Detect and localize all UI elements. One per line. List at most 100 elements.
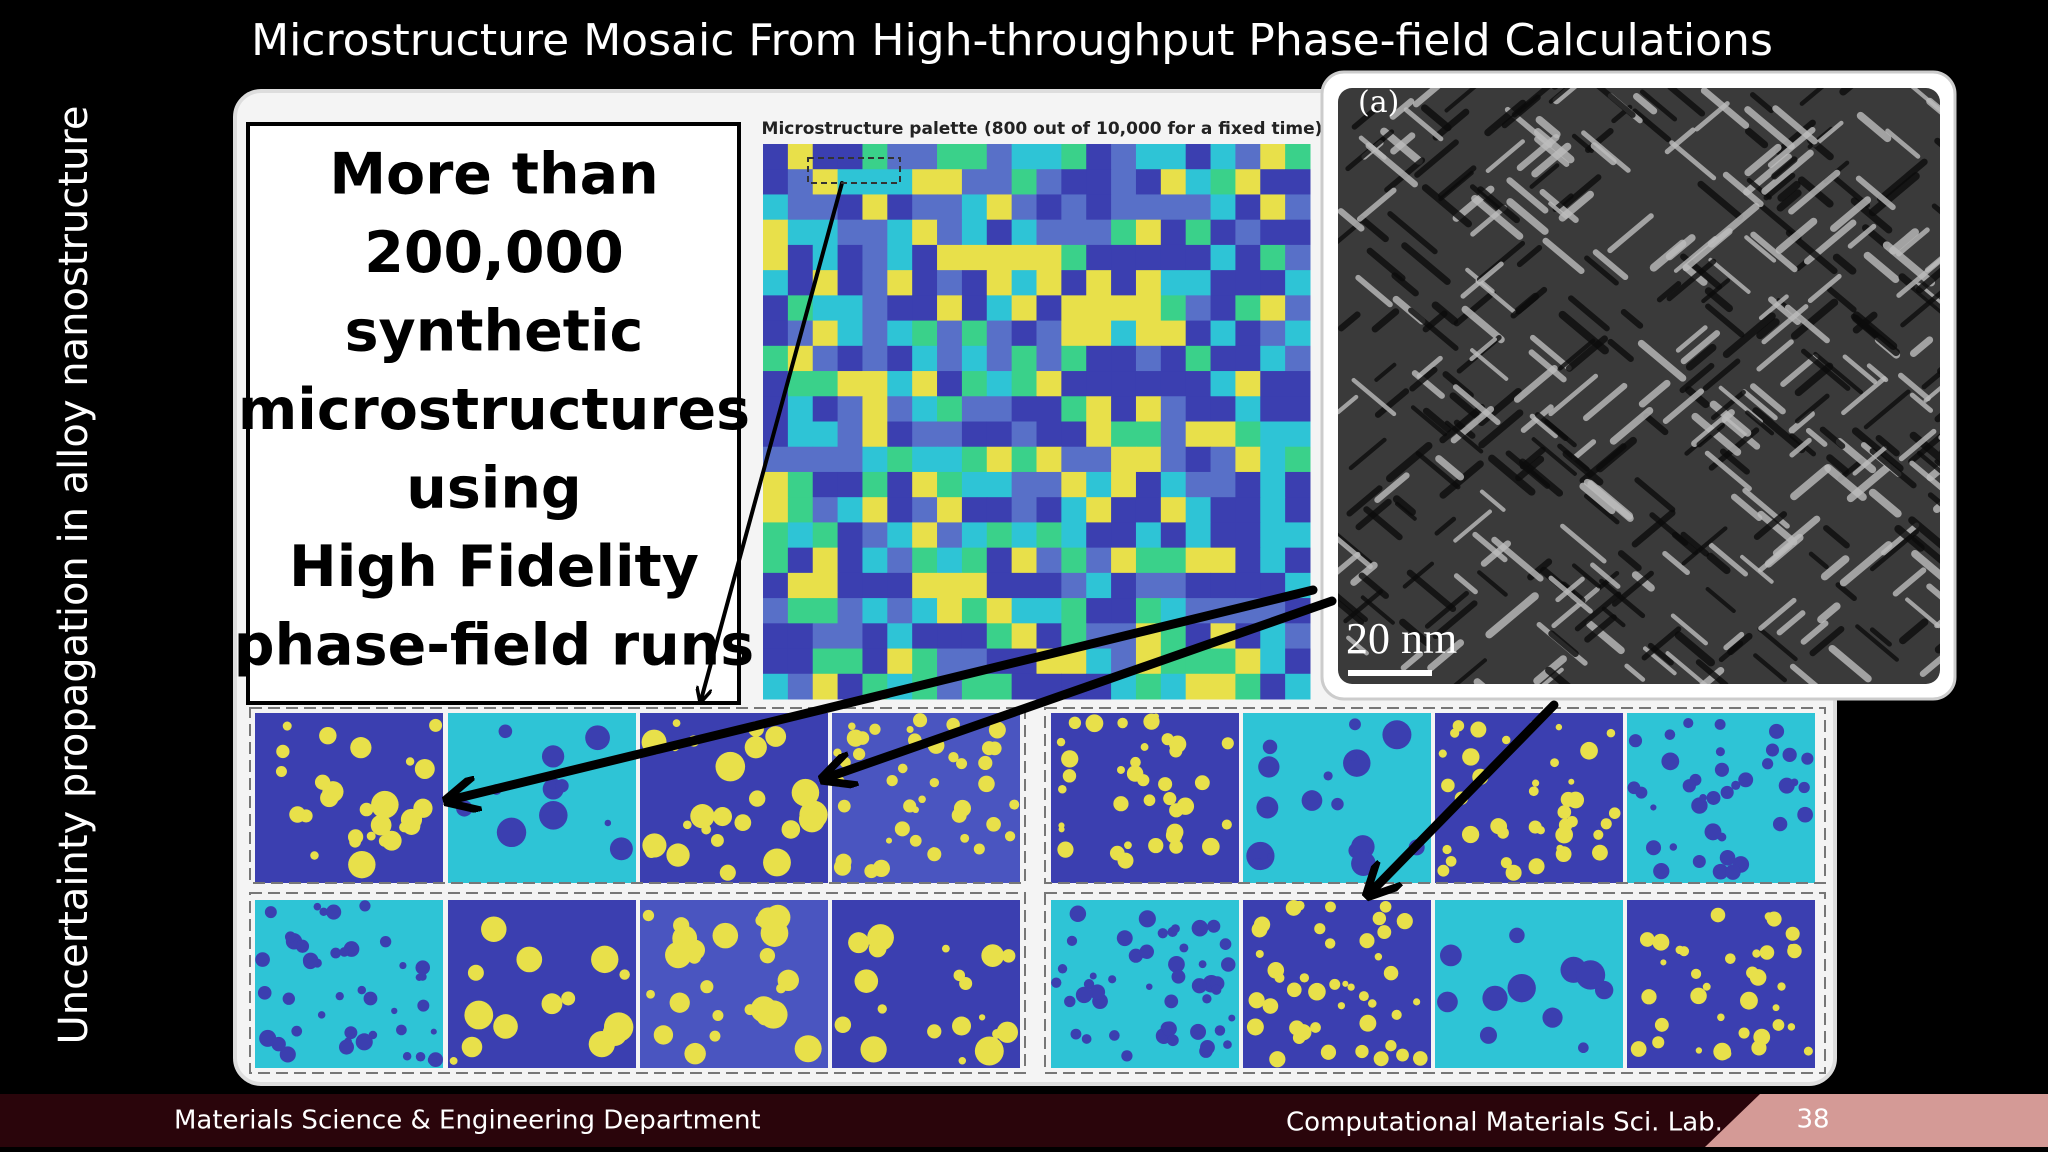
mosaic-cell [1285,295,1311,322]
mosaic-cell [912,371,938,397]
mosaic-cell [1185,295,1212,322]
lamella [1571,439,1597,461]
lamella [1533,128,1575,164]
tile-feature [1158,777,1173,792]
tile-feature [1308,982,1326,1001]
mosaic-cell [887,598,913,624]
lamella [1408,307,1459,351]
tile-feature [877,1004,887,1014]
mosaic-cell [812,547,839,574]
mosaic-cell [937,194,963,221]
lamella [1422,407,1452,433]
mosaic-cell [937,648,963,675]
lamella [1916,450,1940,487]
mosaic-cell [887,219,913,246]
tile-feature [1116,765,1125,774]
tile-feature [1374,952,1383,961]
tile-feature [1219,938,1232,950]
mosaic-cell [1086,371,1112,397]
tile-feature [1165,827,1183,844]
tile-feature [317,1011,326,1019]
mosaic-cell [1160,471,1187,498]
mosaic-cell [1061,194,1087,221]
lamella [1345,136,1386,172]
lamella [1789,437,1812,458]
mosaic-cell [887,648,913,675]
mosaic-cell [1086,648,1112,675]
lamella [1823,525,1850,549]
lamella [1776,189,1802,212]
mosaic-cell [961,497,988,523]
mosaic-cell [787,648,814,675]
tile-feature [344,1026,358,1040]
mosaic-cell [837,219,863,246]
mosaic-cell [986,623,1013,650]
mosaic-cell [1285,648,1311,675]
mosaic-cell [1260,295,1286,322]
mosaic-cell [1210,244,1236,271]
lamella [1552,88,1595,105]
tile-feature [690,804,715,829]
tile-feature [712,1010,724,1022]
tile-feature [1221,819,1232,830]
lamella [1599,578,1646,619]
tile-feature [1608,807,1621,819]
tile-feature [837,799,851,813]
mosaic-cell [837,396,863,422]
mosaic-cell [1036,144,1062,170]
tile-feature [429,718,443,732]
lamella [1338,208,1365,232]
lamella [1351,106,1378,130]
lamella [1471,194,1524,240]
lamella [1673,236,1717,273]
tile-feature [673,917,690,934]
mosaic-cell [1111,194,1137,221]
lamella [1510,286,1548,319]
tile-feature [1269,1051,1286,1068]
tile-feature [1075,986,1093,1004]
mosaic-cell [1160,497,1187,523]
mosaic-cell [837,471,863,498]
lamella [1702,358,1741,391]
mosaic-cell [1285,270,1311,296]
tile-feature [1221,737,1234,750]
lamella [1775,119,1816,155]
tile-feature [1762,758,1774,770]
mosaic-cell [787,623,814,650]
mosaic-cell [1185,446,1212,473]
mosaic-cell [1185,471,1212,498]
lamella [1400,650,1424,671]
tile-feature [1343,749,1371,777]
tile-feature [1190,1023,1207,1040]
mosaic-cell [1285,522,1311,549]
tile-feature [894,821,910,837]
mosaic-cell [812,648,839,675]
lamella [1758,294,1789,321]
lamella [1545,666,1599,684]
tile-feature [1323,771,1333,781]
mosaic-cell [1285,320,1311,347]
mosaic-cell [1235,219,1261,246]
tile-feature [1358,991,1369,1002]
mosaic-cell [837,194,863,221]
lamella [1596,436,1637,473]
mosaic-cell [1160,169,1187,195]
mosaic-cell [986,598,1013,624]
lamella [1905,597,1940,629]
tile-feature [381,830,402,851]
tile-feature [1202,837,1220,856]
mosaic-cell [837,320,863,347]
lamella [1355,274,1393,308]
lamella [1685,343,1717,371]
mosaic-cell [1061,598,1087,624]
mosaic-cell [887,572,913,599]
tile-feature [1140,743,1149,751]
lamella [1790,464,1831,501]
mosaic-cell [887,144,913,170]
tile-feature [1285,900,1302,916]
tile-feature [1713,1042,1732,1061]
mosaic-cell [1135,194,1162,221]
tile-feature [1437,864,1450,877]
lamella [1800,620,1829,645]
lamella [1516,244,1543,268]
